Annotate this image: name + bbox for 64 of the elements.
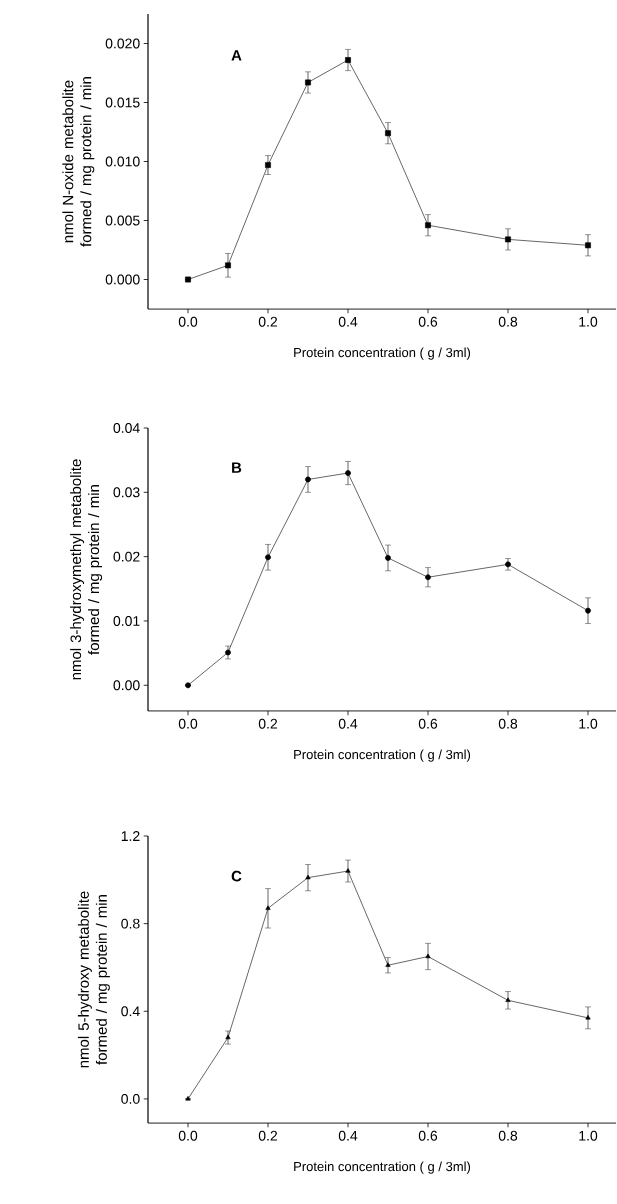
point <box>305 79 312 86</box>
x-tick-label: 0.2 <box>259 718 278 729</box>
x-tick-label: 0.4 <box>339 718 358 729</box>
x-axis-title: Protein concentration ( g / 3ml) <box>294 1161 471 1174</box>
point <box>345 470 352 476</box>
annotation: C <box>231 870 242 882</box>
point <box>385 555 392 561</box>
point <box>265 905 271 910</box>
y-tick-label: 0.015 <box>105 97 140 108</box>
point <box>225 1034 231 1040</box>
y-axis-title: nmol N-oxide metabolite formed / mg protein / min <box>62 77 95 247</box>
point <box>425 222 432 229</box>
x-tick-label: 0.0 <box>179 316 198 327</box>
point <box>425 953 431 959</box>
point <box>585 607 592 614</box>
x-tick-label: 0.8 <box>499 1130 518 1141</box>
point <box>505 236 512 243</box>
y-tick-label: 0.010 <box>105 156 140 167</box>
point <box>385 130 392 137</box>
x-tick-label: 1.0 <box>579 1130 598 1141</box>
point <box>585 1014 591 1020</box>
y-tick-label: 0.005 <box>105 215 140 226</box>
y-tick-label: 0.01 <box>113 616 140 626</box>
point <box>505 997 511 1002</box>
y-tick-label: 0.04 <box>113 423 140 433</box>
point <box>225 262 232 269</box>
y-tick-label: 0.000 <box>105 274 140 285</box>
x-tick-label: 0.8 <box>499 316 518 327</box>
point <box>305 874 311 880</box>
y-tick-label: 1.2 <box>122 831 140 841</box>
y-axis-title: nmol 3-hydroxymethyl metabolite formed / mg protein / min <box>70 459 103 680</box>
y-tick-label: 0.4 <box>121 1006 140 1017</box>
x-tick-label: 0.6 <box>419 316 438 327</box>
x-axis-title: Protein concentration ( g / 3ml) <box>294 347 471 360</box>
point <box>265 554 272 561</box>
point <box>345 868 351 873</box>
x-tick-label: 0.6 <box>419 718 438 729</box>
y-axis-title: nmol 5-hydroxy metabolite formed / mg protein / min <box>78 891 111 1068</box>
y-tick-label: 0.03 <box>113 487 140 498</box>
point <box>585 242 592 249</box>
x-tick-label: 1.0 <box>579 718 598 729</box>
point <box>305 476 312 483</box>
x-tick-label: 0.0 <box>179 718 198 729</box>
x-tick-label: 0.2 <box>259 1130 278 1141</box>
x-axis-title: Protein concentration ( g / 3ml) <box>294 749 471 762</box>
point <box>225 649 232 656</box>
point <box>425 574 432 581</box>
y-tick-label: 0.00 <box>113 680 140 691</box>
point <box>345 57 352 63</box>
x-tick-label: 0.4 <box>339 1130 358 1141</box>
y-tick-label: 0.020 <box>105 38 140 49</box>
annotation: B <box>232 462 242 473</box>
x-tick-label: 0.4 <box>339 316 358 327</box>
x-tick-label: 1.0 <box>579 316 598 327</box>
y-tick-label: 0.02 <box>113 551 140 562</box>
x-tick-label: 0.2 <box>259 316 278 327</box>
y-tick-label: 0.8 <box>121 918 140 929</box>
point <box>265 162 272 168</box>
point <box>385 962 391 967</box>
x-tick-label: 0.6 <box>419 1130 438 1141</box>
annotation: A <box>231 50 242 61</box>
x-tick-label: 0.8 <box>499 718 518 729</box>
y-tick-label: 0.0 <box>121 1093 140 1104</box>
x-tick-label: 0.0 <box>179 1130 198 1141</box>
